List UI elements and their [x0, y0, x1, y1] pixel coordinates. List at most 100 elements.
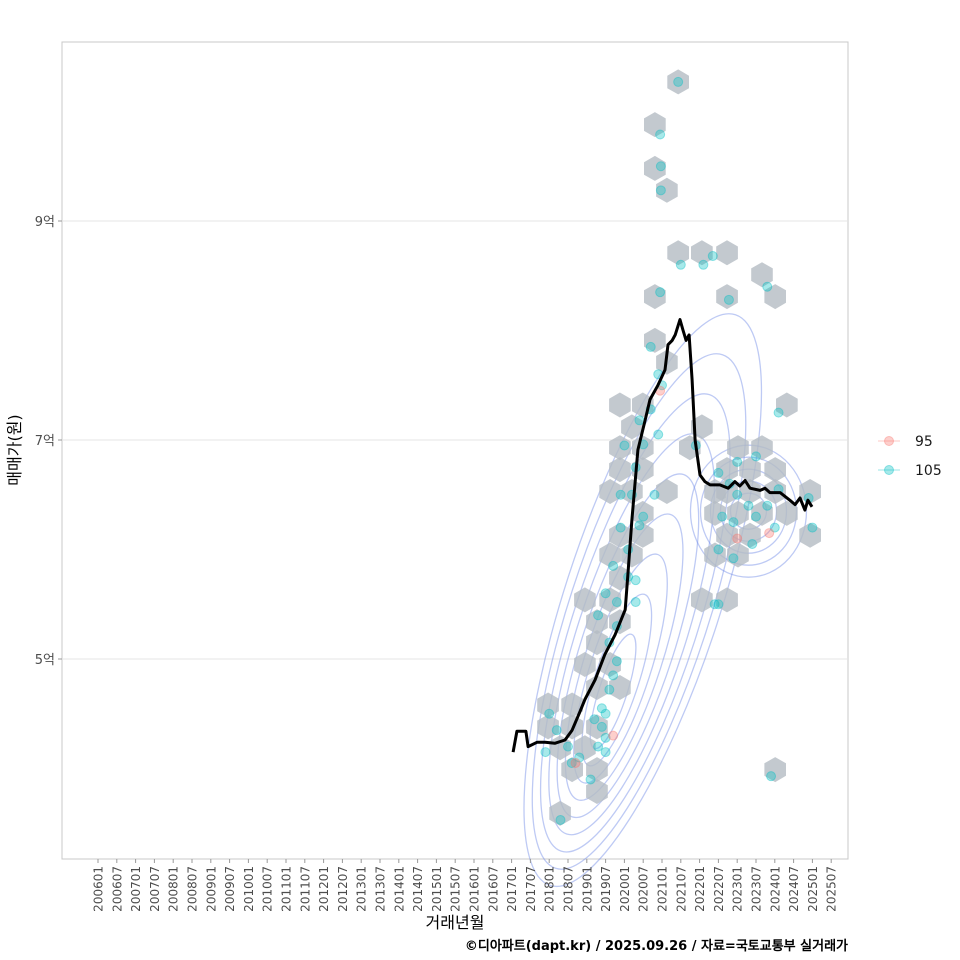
x-tick-label: 201907 [599, 866, 613, 912]
hexbin [667, 240, 689, 266]
hexbin [632, 522, 654, 548]
hexbin [764, 284, 786, 310]
data-point-105 [732, 456, 743, 467]
hexbin [586, 714, 608, 740]
data-point-105 [615, 489, 626, 500]
data-point-105 [645, 341, 656, 352]
data-point-105 [615, 522, 626, 533]
x-tick-label: 200701 [129, 866, 143, 912]
data-point-105 [713, 544, 724, 555]
hexbin [739, 457, 761, 483]
data-point-105 [589, 714, 600, 725]
data-point-105 [713, 599, 724, 610]
data-point-95 [608, 730, 619, 741]
y-tick-label: 9억 [35, 215, 55, 230]
hexbin [656, 177, 678, 203]
x-tick-label: 200607 [110, 866, 124, 912]
data-point-105 [544, 708, 555, 719]
hexbin [561, 692, 583, 718]
hexbin [776, 500, 798, 526]
data-point-105 [773, 407, 784, 418]
data-point-105 [596, 703, 607, 714]
data-point-95 [764, 528, 775, 539]
x-tick-label: 202307 [750, 866, 764, 912]
x-tick-label: 202101 [656, 866, 670, 912]
x-tick-label: 201607 [486, 866, 500, 912]
data-point-105 [649, 489, 660, 500]
data-point-105 [762, 281, 773, 292]
gridlines [62, 220, 848, 660]
data-point-105 [611, 597, 622, 608]
hexbin [691, 587, 713, 613]
contour-line [531, 353, 747, 870]
x-tick-label: 201601 [468, 866, 482, 912]
hexbin [727, 435, 749, 461]
hexbin [667, 69, 689, 95]
legend-label-95: 95 [915, 434, 933, 450]
hexbin [644, 284, 666, 310]
data-point-105 [611, 656, 622, 667]
x-tick-label: 201007 [261, 866, 275, 912]
x-tick-label: 201901 [580, 866, 594, 912]
hexbin [656, 479, 678, 504]
hexbin [799, 522, 821, 548]
x-tick-label: 202201 [693, 866, 707, 912]
x-tick-label: 201801 [543, 866, 557, 912]
x-tick-label: 202407 [787, 866, 801, 912]
data-point-105 [593, 741, 604, 752]
data-point-105 [655, 185, 666, 196]
hexbin [799, 479, 821, 504]
data-point-105 [630, 575, 641, 586]
x-tick-label: 201707 [524, 866, 538, 912]
data-point-95 [570, 758, 581, 769]
data-point-105 [655, 287, 666, 298]
hexbin [609, 675, 631, 700]
hexbin [574, 652, 596, 677]
hexbin [751, 262, 773, 288]
data-point-105 [762, 500, 773, 511]
hexbin [621, 542, 643, 568]
hexbin [727, 542, 749, 568]
data-point-105 [728, 517, 739, 528]
data-point-105 [675, 259, 686, 270]
data-point-105 [698, 259, 709, 270]
hexbin [632, 500, 654, 526]
hexbin [586, 675, 608, 700]
data-point-105 [807, 522, 818, 533]
hexbin [609, 392, 631, 418]
hexbin [764, 757, 786, 783]
hexbin [599, 479, 621, 504]
hexbin [704, 542, 726, 568]
x-tick-label: 201307 [374, 866, 388, 912]
data-point-105 [673, 76, 684, 87]
data-point-105 [732, 489, 743, 500]
data-point-105 [600, 588, 611, 599]
data-point-105 [600, 732, 611, 743]
hexbin [727, 500, 749, 526]
hexbin [537, 714, 559, 740]
data-point-105 [634, 415, 645, 426]
x-tick-label: 201301 [355, 866, 369, 912]
data-point-105 [555, 814, 566, 825]
hexbin [586, 609, 608, 635]
hexbin [691, 240, 713, 266]
hexbin [609, 435, 631, 461]
x-tick-label: 202507 [825, 866, 839, 912]
hexbin [716, 457, 738, 483]
data-point-105 [604, 684, 615, 695]
data-point-105 [596, 721, 607, 732]
x-tick-label: 201207 [336, 866, 350, 912]
data-point-105 [653, 429, 664, 440]
x-tick-label: 202301 [731, 866, 745, 912]
hexbin [537, 692, 559, 718]
x-tick-label: 200801 [167, 866, 181, 912]
hexbin [751, 435, 773, 461]
hexbin [751, 500, 773, 526]
hexbin [609, 522, 631, 548]
hexbin [574, 587, 596, 613]
hexbin [599, 587, 621, 613]
x-tick-label: 202207 [712, 866, 726, 912]
x-tick-label: 202007 [637, 866, 651, 912]
x-tick-label: 201001 [242, 866, 256, 912]
hexbin [574, 735, 596, 761]
